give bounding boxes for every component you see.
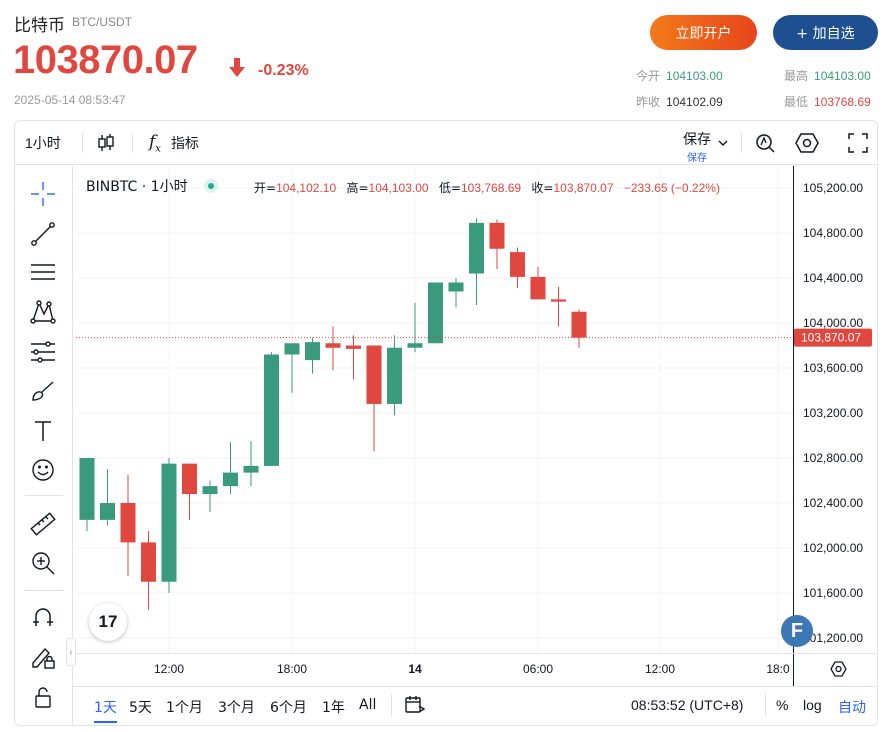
legend-close: 103,870.07: [553, 181, 614, 195]
market-status-icon: [203, 179, 218, 193]
quick-search-icon[interactable]: [754, 121, 776, 165]
emoji-icon[interactable]: [29, 456, 57, 484]
change-percent: -0.23%: [258, 62, 309, 79]
pair-name: 比特币: [14, 16, 65, 36]
fullscreen-icon[interactable]: [848, 121, 868, 165]
zoom-in-icon[interactable]: [29, 549, 57, 577]
legend-high: 104,103.00: [368, 181, 429, 195]
magnet-icon[interactable]: [29, 603, 57, 631]
chart-legend: BINBTC · 1小时: [86, 176, 232, 196]
toolbar-divider: [25, 590, 63, 591]
stat-low: 最低 103768.69: [784, 95, 871, 109]
legend-low: 103,768.69: [461, 181, 522, 195]
percent-toggle[interactable]: %: [776, 697, 789, 713]
settings-gear-icon[interactable]: [795, 121, 819, 165]
pattern-tool-icon[interactable]: [29, 298, 57, 326]
range-1m[interactable]: 1个月: [166, 700, 203, 716]
range-1y[interactable]: 1年: [322, 700, 345, 716]
range-5d[interactable]: 5天: [129, 700, 152, 716]
add-watchlist-button[interactable]: + 加自选: [773, 15, 878, 50]
indicators-label: 指标: [170, 136, 199, 152]
legend-change: −233.65 (−0.22%): [623, 181, 720, 195]
candle-style-icon[interactable]: [97, 121, 115, 165]
log-toggle[interactable]: log: [803, 697, 822, 713]
legend-symbol: BINBTC · 1小时: [86, 179, 188, 195]
toolbar-divider: [25, 495, 63, 496]
toolbar-divider: [132, 133, 133, 153]
brush-icon[interactable]: [29, 377, 57, 405]
indicators-button[interactable]: fx 指标: [149, 121, 199, 165]
toolbar-divider: [741, 133, 742, 153]
chart-widget: [14, 120, 878, 726]
clock-readout[interactable]: 08:53:52 (UTC+8): [631, 697, 744, 713]
quote-header: 比特币 BTC/USDT 103870.07 -0.23% 2025-05-14…: [0, 0, 887, 118]
interval-selector[interactable]: 1小时: [25, 135, 61, 151]
toolbar-divider: [391, 694, 392, 716]
timestamp: 2025-05-14 08:53:47: [14, 93, 126, 107]
open-account-button[interactable]: 立即开户: [650, 15, 757, 50]
save-label: 保存: [683, 132, 711, 148]
range-1d[interactable]: 1天: [94, 697, 117, 723]
toolbar-divider: [82, 133, 83, 153]
stat-today-open: 今开 104103.00: [636, 69, 723, 83]
chevron-down-icon[interactable]: [717, 121, 729, 165]
save-button[interactable]: 保存 保存: [675, 129, 719, 164]
range-bar: [73, 686, 877, 725]
save-sub-label: 保存: [687, 153, 707, 164]
horizontal-lines-icon[interactable]: [29, 258, 57, 286]
toolbar-divider: [765, 694, 766, 716]
range-6m[interactable]: 6个月: [270, 700, 307, 716]
range-3m[interactable]: 3个月: [218, 700, 255, 716]
stat-high: 最高 104103.00: [784, 69, 871, 83]
stat-prev-close: 昨收 104102.09: [636, 95, 723, 109]
legend-open: 104,102.10: [276, 181, 337, 195]
pair-symbol: BTC/USDT: [72, 15, 132, 29]
site-logo-icon: F: [781, 615, 813, 647]
down-arrow-icon: [229, 58, 245, 77]
chart-toolbar: 1小时 fx 指标 保存 保存: [15, 121, 877, 165]
text-tool-icon[interactable]: [29, 417, 57, 445]
auto-scale-toggle[interactable]: 自动: [838, 700, 866, 716]
goto-date-icon[interactable]: [404, 694, 426, 721]
fib-retracement-icon[interactable]: [29, 338, 57, 366]
ohlc-readout: 开=104,102.10 高=104,103.00 低=103,768.69 收…: [254, 181, 720, 195]
ruler-icon[interactable]: [29, 510, 57, 538]
collapse-toolbar-button[interactable]: ‹: [66, 638, 76, 666]
lock-icon[interactable]: [29, 683, 57, 711]
trend-line-icon[interactable]: [29, 220, 57, 248]
drawing-toolbar: [15, 166, 73, 726]
last-price: 103870.07: [13, 38, 198, 82]
fx-icon: fx: [149, 131, 161, 155]
crosshair-icon[interactable]: [29, 180, 57, 208]
range-all[interactable]: All: [359, 697, 377, 713]
pencil-lock-icon[interactable]: [29, 643, 57, 671]
tradingview-logo[interactable]: 17: [89, 603, 127, 641]
